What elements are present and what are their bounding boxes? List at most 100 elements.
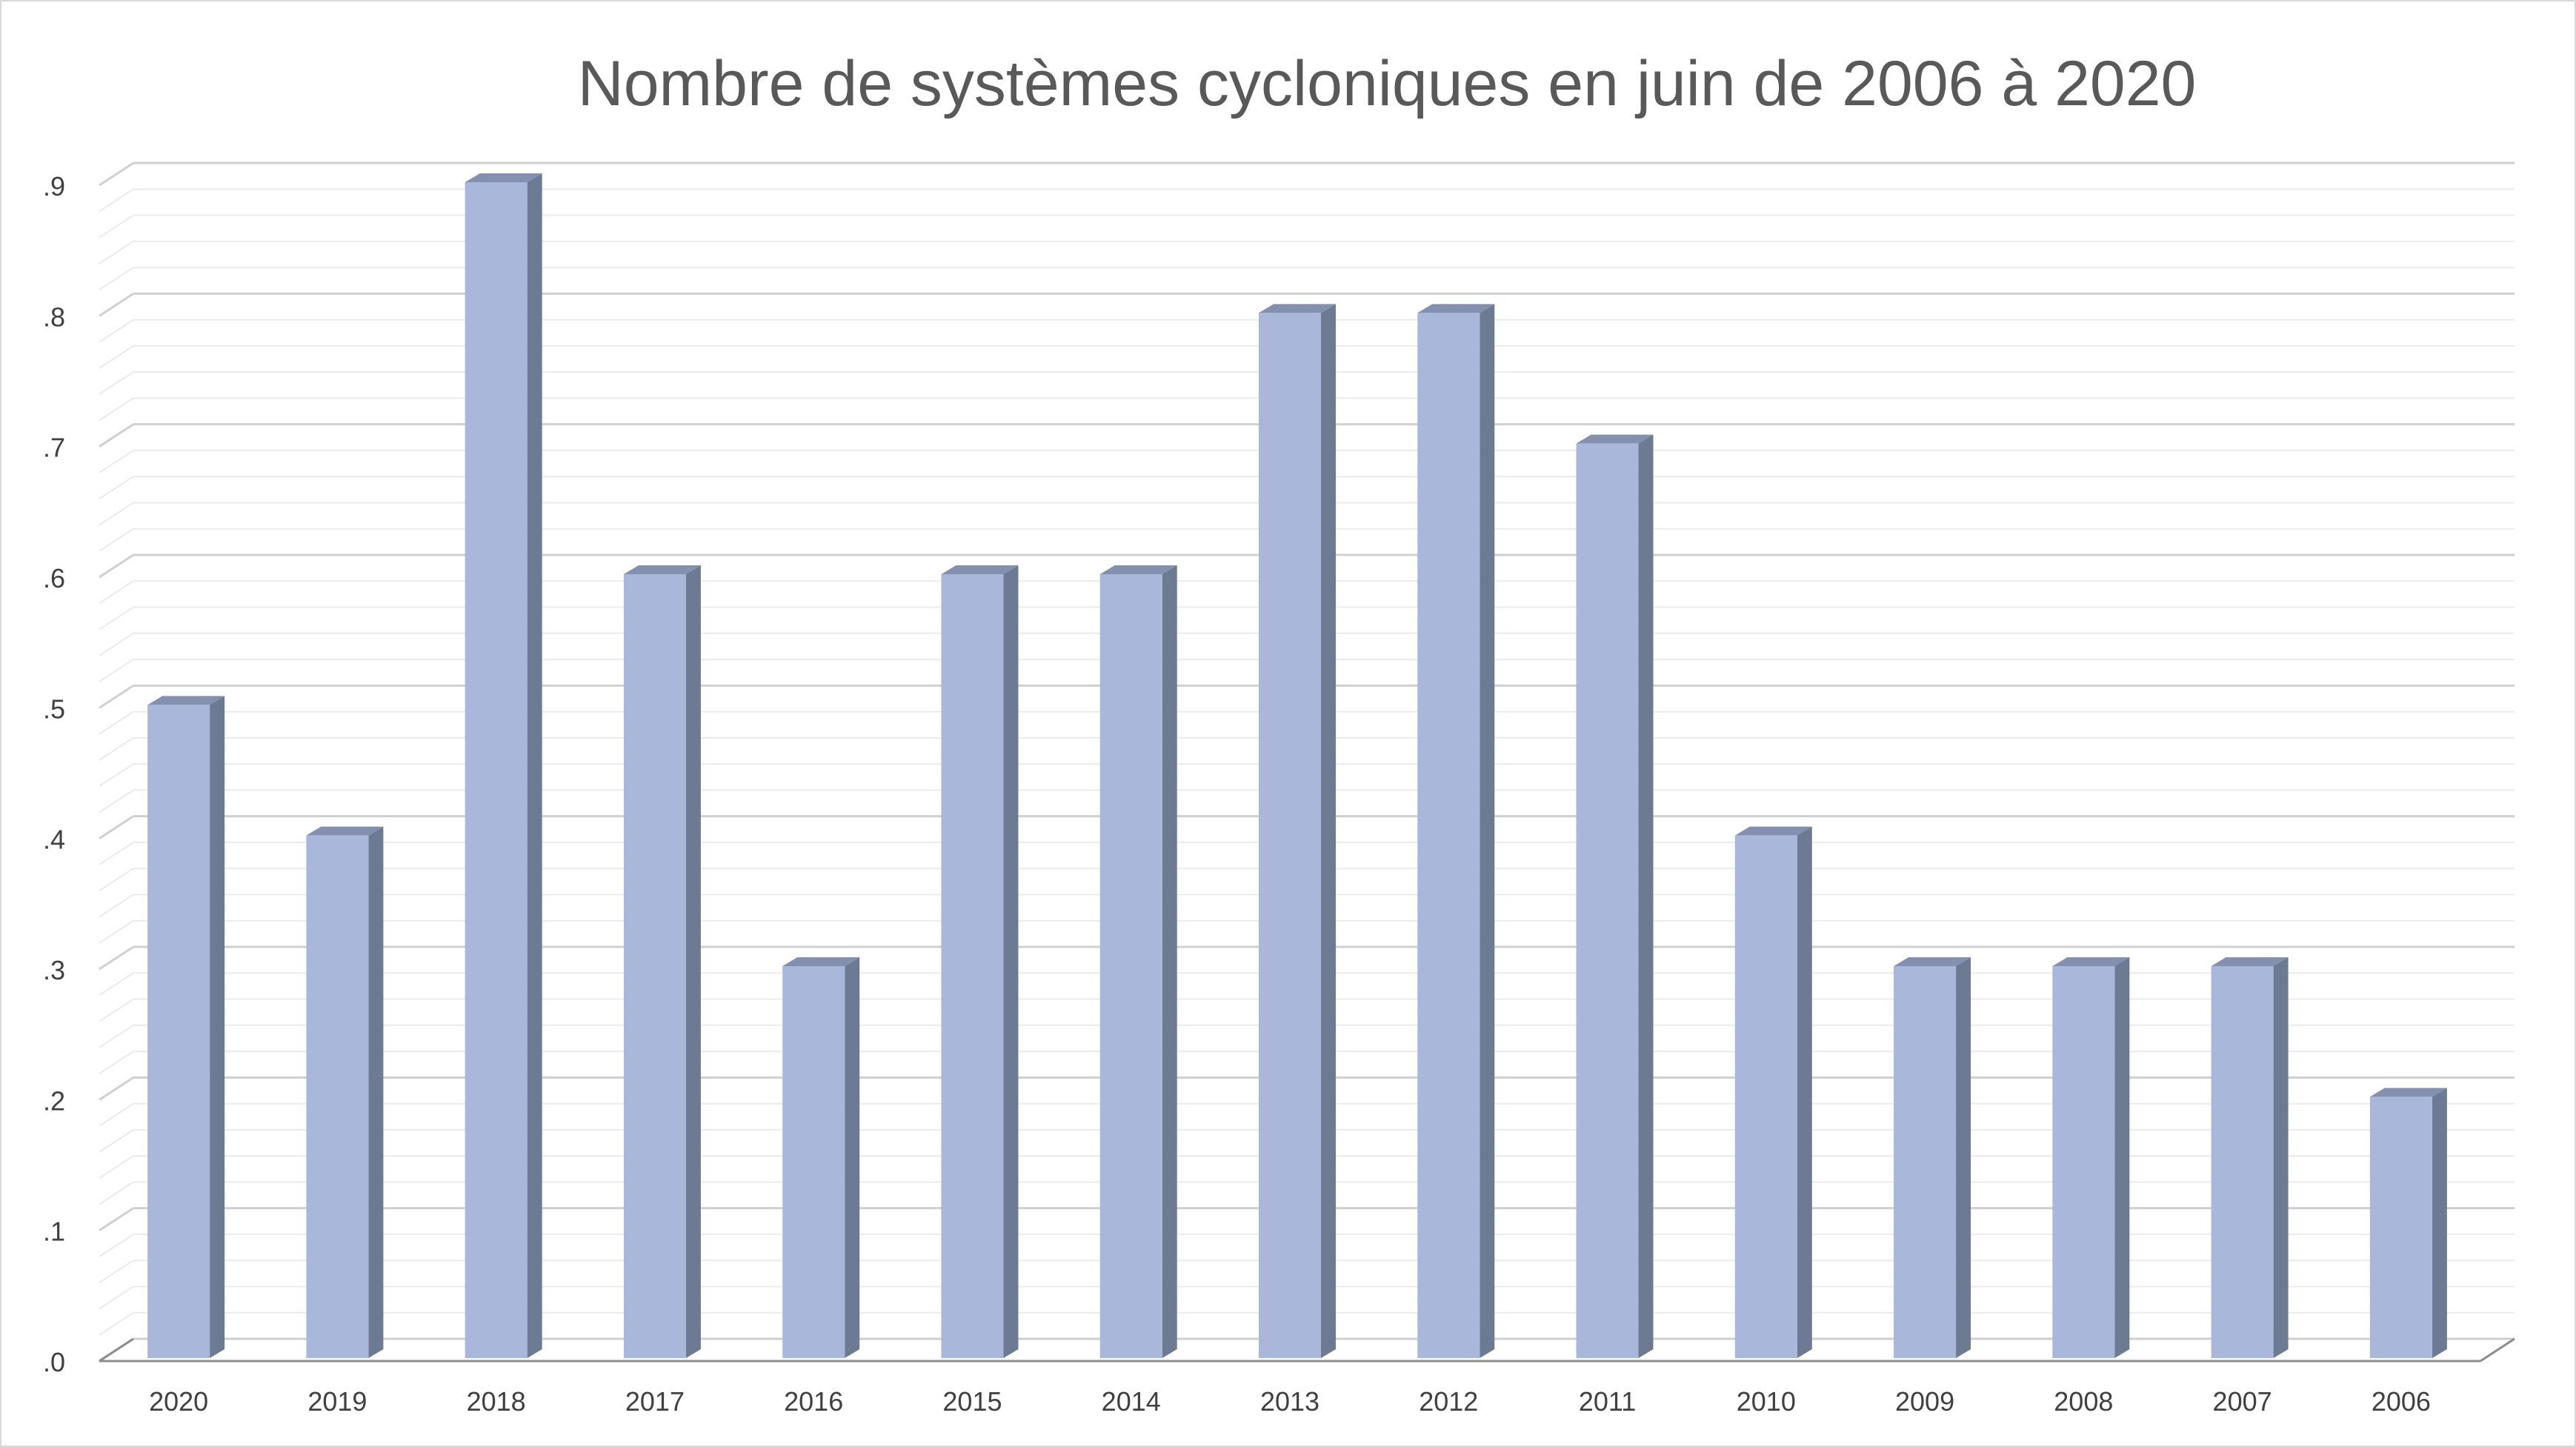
bar-top-face <box>306 826 384 836</box>
bar-2009 <box>1894 957 1971 1358</box>
axes <box>99 1337 2515 1363</box>
side-minor-gridline <box>99 1102 134 1127</box>
side-major-gridline <box>99 815 134 839</box>
bar-side-face <box>2114 957 2130 1358</box>
bar-top-face <box>1576 434 1654 444</box>
bar-front-face <box>1734 835 1797 1358</box>
y-tick-label: .8 <box>43 302 65 332</box>
bar-2016 <box>782 957 860 1358</box>
bar-top-face <box>782 957 860 966</box>
side-minor-gridline <box>99 1051 134 1074</box>
bar-side-face <box>1956 957 1971 1358</box>
bar-side-face <box>1162 565 1177 1358</box>
side-minor-gridline <box>99 371 134 395</box>
bar-front-face <box>941 574 1004 1358</box>
bar-top-face <box>1894 957 1971 966</box>
side-major-gridline <box>99 553 134 579</box>
bar-front-face <box>1099 574 1162 1358</box>
side-minor-gridline <box>99 606 134 631</box>
x-axis-tick-labels: 2020 2019 2018 2017 2016 2015 2014 2013 2012 2011… <box>149 1386 2431 1417</box>
bars <box>147 173 2447 1358</box>
side-minor-gridline <box>99 345 134 369</box>
side-minor-gridline <box>99 632 134 656</box>
side-minor-gridline <box>99 267 134 290</box>
side-minor-gridline <box>99 711 134 735</box>
bar-front-face <box>465 182 527 1358</box>
bar-side-face <box>1003 565 1019 1358</box>
side-minor-gridline <box>99 1155 134 1179</box>
y-tick-label: .4 <box>43 825 65 855</box>
bar-2008 <box>2052 957 2130 1358</box>
side-major-gridline <box>99 162 134 187</box>
y-tick-label: .2 <box>43 1085 65 1116</box>
side-minor-gridline <box>99 476 134 500</box>
side-minor-gridline <box>99 1024 134 1048</box>
y-tick-label: .6 <box>43 563 65 593</box>
bar-top-face <box>2369 1088 2447 1097</box>
side-major-gridline <box>99 1207 134 1231</box>
x-tick-label: 2011 <box>1579 1386 1636 1417</box>
x-tick-label: 2013 <box>1260 1386 1319 1417</box>
side-minor-gridline <box>99 763 134 787</box>
side-minor-gridline <box>99 319 134 343</box>
bar-side-face <box>845 957 860 1358</box>
x-tick-label: 2010 <box>1737 1386 1796 1417</box>
bar-2013 <box>1259 304 1336 1358</box>
x-tick-label: 2007 <box>2213 1386 2272 1417</box>
bar-side-face <box>1638 434 1654 1358</box>
x-tick-label: 2006 <box>2372 1386 2431 1417</box>
side-minor-gridline <box>99 528 134 552</box>
side-minor-gridline <box>99 919 134 944</box>
x-tick-label: 2012 <box>1419 1386 1478 1417</box>
bar-front-face <box>1259 313 1321 1358</box>
x-tick-label: 2020 <box>149 1386 208 1417</box>
side-minor-gridline <box>99 972 134 997</box>
x-tick-label: 2016 <box>784 1386 843 1417</box>
side-minor-gridline <box>99 842 134 865</box>
side-minor-gridline <box>99 868 134 892</box>
side-major-gridline <box>99 423 134 448</box>
bar-front-face <box>623 574 686 1358</box>
bar-top-face <box>1417 304 1495 313</box>
x-tick-label: 2009 <box>1895 1386 1954 1417</box>
y-tick-label: .5 <box>43 693 65 724</box>
bar-2012 <box>1417 304 1495 1358</box>
side-major-gridline <box>99 293 134 317</box>
side-major-gridline <box>99 685 134 709</box>
side-minor-gridline <box>99 214 134 239</box>
bar-top-face <box>147 696 225 705</box>
side-minor-gridline <box>99 1181 134 1205</box>
bar-top-face <box>941 565 1019 574</box>
bar-side-face <box>2273 957 2289 1358</box>
bar-top-face <box>2052 957 2130 966</box>
side-minor-gridline <box>99 450 134 473</box>
side-minor-gridline <box>99 1311 134 1336</box>
side-minor-gridline <box>99 397 134 422</box>
side-major-gridline <box>99 945 134 971</box>
bar-front-face <box>2369 1097 2432 1358</box>
x-tick-label: 2019 <box>307 1386 367 1417</box>
bar-2015 <box>941 565 1019 1358</box>
y-tick-label: .7 <box>43 433 65 463</box>
x-tick-label: 2015 <box>942 1386 1002 1417</box>
bar-2017 <box>623 565 701 1358</box>
bar-top-face <box>1259 304 1336 313</box>
side-minor-gridline <box>99 998 134 1022</box>
bar-side-face <box>1321 304 1336 1358</box>
side-minor-gridline <box>99 188 134 213</box>
bar-2007 <box>2211 957 2289 1358</box>
bar-2019 <box>306 826 384 1358</box>
bar-front-face <box>306 835 369 1358</box>
bar-front-face <box>1417 313 1480 1358</box>
bar-side-face <box>685 565 701 1358</box>
side-minor-gridline <box>99 659 134 682</box>
bar-top-face <box>1099 565 1177 574</box>
bar-top-face <box>2211 957 2289 966</box>
bar-2011 <box>1576 434 1654 1358</box>
y-tick-label: .0 <box>43 1347 65 1377</box>
side-minor-gridline <box>99 894 134 918</box>
side-minor-gridline <box>99 789 134 814</box>
bar-front-face <box>2211 966 2274 1358</box>
x-tick-label: 2014 <box>1102 1386 1161 1417</box>
